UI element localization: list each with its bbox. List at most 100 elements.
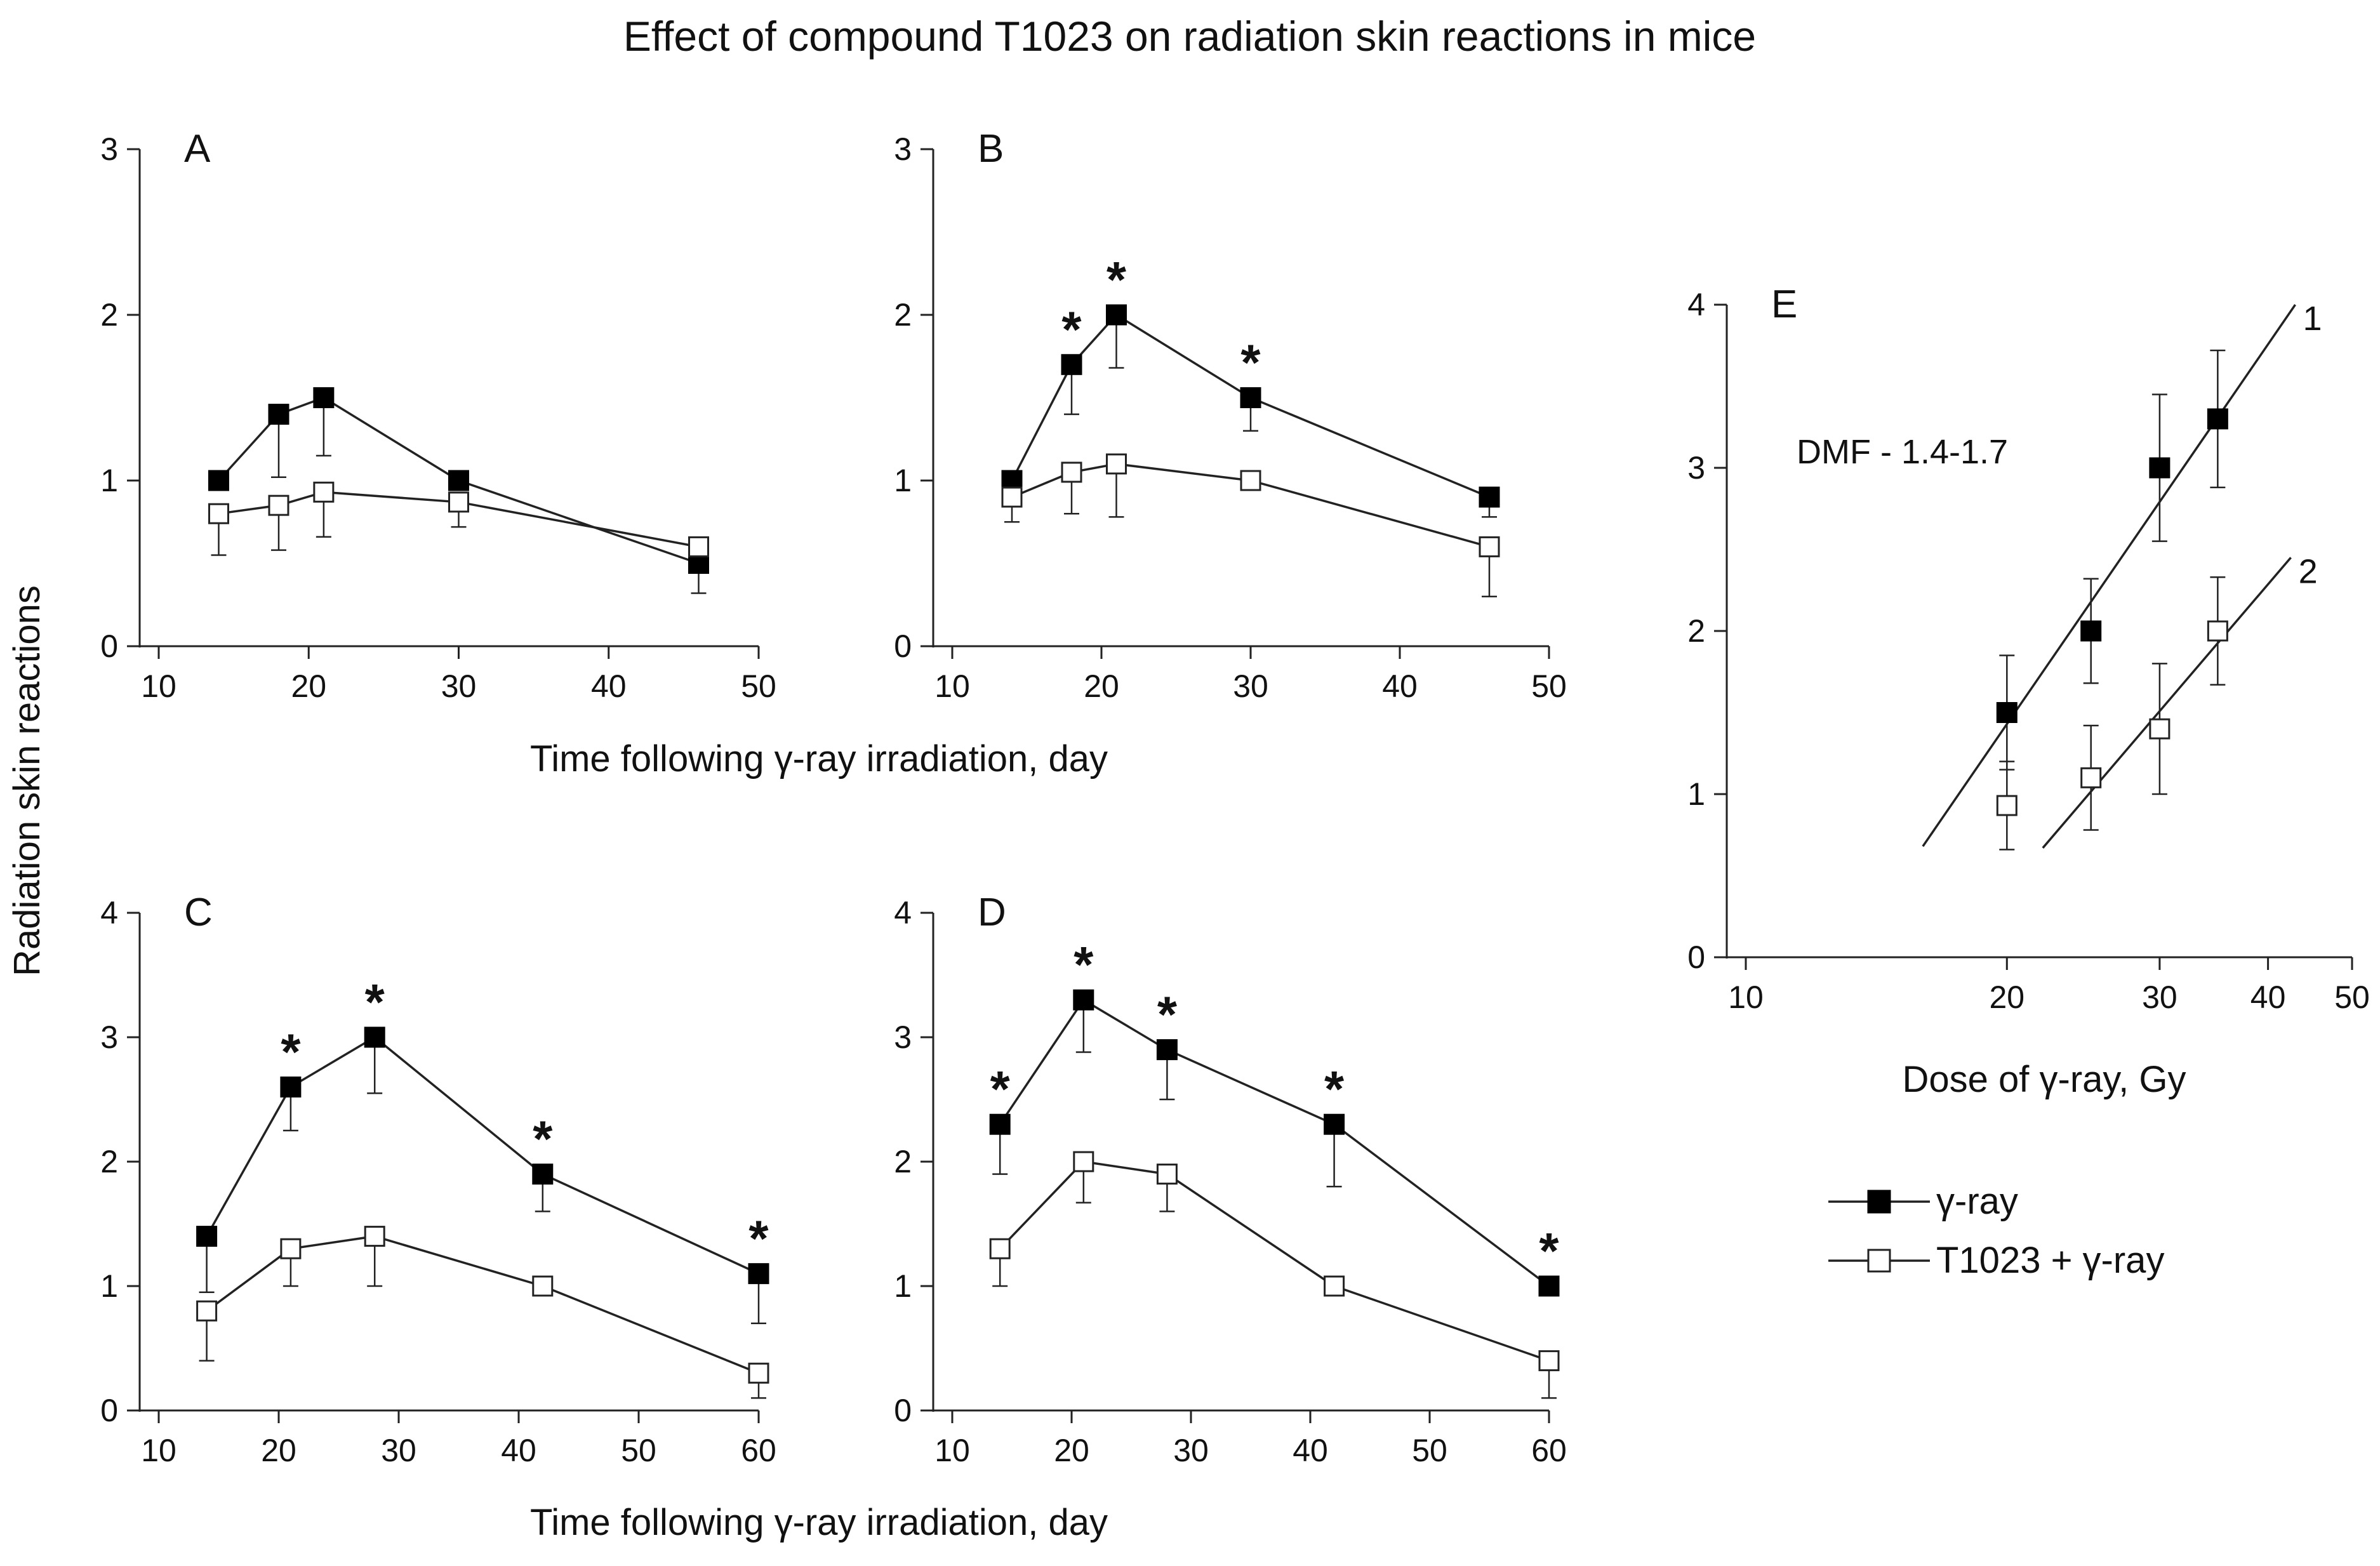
y-tick-label-a: 3 [100,131,118,167]
x-tick-label-d: 60 [1531,1433,1567,1468]
y-tick-label-e: 3 [1687,450,1705,486]
significance-star-d: * [990,1061,1011,1117]
x-tick-label-c: 40 [501,1433,536,1468]
series-line-gamma-ray-d [999,998,1550,1287]
data-point-t1023-gamma-ray-a [448,491,469,513]
x-tick-label-d: 30 [1173,1433,1209,1468]
y-tick-label-c: 4 [100,895,118,931]
data-point-t1023-gamma-ray-b [1479,536,1500,557]
significance-star-c: * [533,1111,553,1167]
y-tick-label-a: 2 [100,297,118,333]
significance-star-d: * [1157,986,1178,1043]
data-point-gamma-ray-a [448,470,469,491]
y-tick-label-a: 1 [100,463,118,498]
y-tick-label-a: 0 [100,628,118,664]
data-point-gamma-ray-e [2149,457,2171,479]
data-point-t1023-gamma-ray-a [268,494,289,516]
x-tick-label-b: 20 [1084,668,1119,704]
y-tick-label-c: 0 [100,1393,118,1428]
x-tick-label-c: 10 [141,1433,176,1468]
data-point-t1023-gamma-ray-c [748,1362,769,1384]
data-point-gamma-ray-b [1061,354,1082,375]
data-point-t1023-gamma-ray-e [2149,718,2171,740]
data-point-t1023-gamma-ray-c [280,1238,302,1259]
axes-e [1714,303,2353,970]
data-point-gamma-ray-c [532,1164,554,1185]
y-tick-label-e: 4 [1687,287,1705,322]
data-point-gamma-ray-b [1106,304,1127,326]
panel-a: 0 1 2 3 10 20 30 40 50 A [100,127,776,704]
y-tick-label-c: 3 [100,1019,118,1055]
y-tick-label-d: 3 [894,1019,912,1055]
y-tick-label-b: 3 [894,131,912,167]
data-point-t1023-gamma-ray-b [1240,470,1261,491]
x-tick-label-e: 20 [1989,979,2024,1015]
data-point-t1023-gamma-ray-e [1996,795,2018,816]
significance-star-c: * [365,974,385,1030]
panel-e: 0 1 2 3 4 10 20 30 40 50 E 1 2 DMF - 1.4-1.7 [1687,282,2370,1015]
panel-label-c: C [184,891,213,934]
x-tick-label-b: 40 [1382,668,1418,704]
data-point-t1023-gamma-ray-a [208,503,229,524]
significance-star-b: * [1107,251,1127,308]
fit-line-label-t1023-gamma-ray: 2 [2299,552,2318,590]
x-tick-label-d: 50 [1412,1433,1447,1468]
data-point-gamma-ray-d [1538,1275,1560,1297]
data-point-t1023-gamma-ray-c [364,1226,385,1247]
x-axis-title-dose: Dose of γ-ray, Gy [1903,1059,2186,1100]
x-tick-label-d: 20 [1054,1433,1089,1468]
legend-open-label: T1023 + γ-ray [1936,1240,2164,1281]
x-axis-title-bottom: Time following γ-ray irradiation, day [530,1502,1108,1543]
significance-star-d: * [1324,1061,1345,1117]
data-point-t1023-gamma-ray-b [1106,453,1127,475]
x-tick-label-a: 30 [441,668,477,704]
data-point-t1023-gamma-ray-a [313,481,335,503]
panel-label-e: E [1771,282,1797,326]
data-point-t1023-gamma-ray-b [1001,486,1023,508]
data-point-gamma-ray-d [989,1113,1011,1135]
data-point-gamma-ray-d [1156,1039,1178,1061]
data-point-gamma-ray-e [2207,408,2228,430]
x-tick-label-b: 10 [934,668,970,704]
data-point-gamma-ray-d [1324,1113,1345,1135]
data-point-gamma-ray-a [268,404,289,425]
significance-star-c: * [748,1210,769,1266]
data-point-gamma-ray-b [1240,387,1261,408]
data-point-t1023-gamma-ray-d [1156,1164,1178,1185]
data-point-gamma-ray-d [1073,989,1094,1011]
data-point-gamma-ray-c [364,1026,385,1048]
data-point-t1023-gamma-ray-d [1324,1275,1345,1297]
y-tick-label-c: 2 [100,1144,118,1179]
fit-line-gamma-ray [1922,304,2296,847]
fit-line-label-gamma-ray: 1 [2303,300,2322,338]
x-tick-label-a: 10 [141,668,176,704]
legend-filled-marker [1867,1190,1891,1214]
x-tick-label-c: 20 [261,1433,296,1468]
y-tick-label-d: 2 [894,1144,912,1179]
y-tick-label-e: 0 [1687,939,1705,975]
data-point-t1023-gamma-ray-e [2207,620,2228,642]
x-tick-label-a: 50 [741,668,776,704]
significance-star-d: * [1539,1223,1559,1279]
x-tick-label-b: 30 [1233,668,1268,704]
data-point-gamma-ray-c [748,1263,769,1284]
x-tick-label-e: 50 [2334,979,2370,1015]
data-point-t1023-gamma-ray-d [989,1238,1011,1259]
data-point-gamma-ray-a [208,470,229,491]
x-tick-label-e: 10 [1728,979,1764,1015]
series-line-t1023-gamma-ray-d [999,1160,1550,1362]
figure-title: Effect of compound T1023 on radiation sk… [623,13,1756,60]
x-tick-label-b: 50 [1531,668,1567,704]
data-point-t1023-gamma-ray-a [688,536,709,557]
panel-label-b: B [978,127,1004,171]
data-point-t1023-gamma-ray-c [196,1300,218,1322]
legend-open-marker [1867,1249,1891,1273]
significance-star-b: * [1240,335,1261,391]
legend-filled-label: γ-ray [1936,1181,2018,1222]
panel-c: 0 1 2 3 4 10 20 30 40 50 60 C * * * * [100,891,776,1468]
x-axis-title-top: Time following γ-ray irradiation, day [530,738,1108,780]
data-point-gamma-ray-a [313,387,335,408]
y-tick-label-e: 2 [1687,613,1705,649]
x-tick-label-e: 40 [2250,979,2286,1015]
